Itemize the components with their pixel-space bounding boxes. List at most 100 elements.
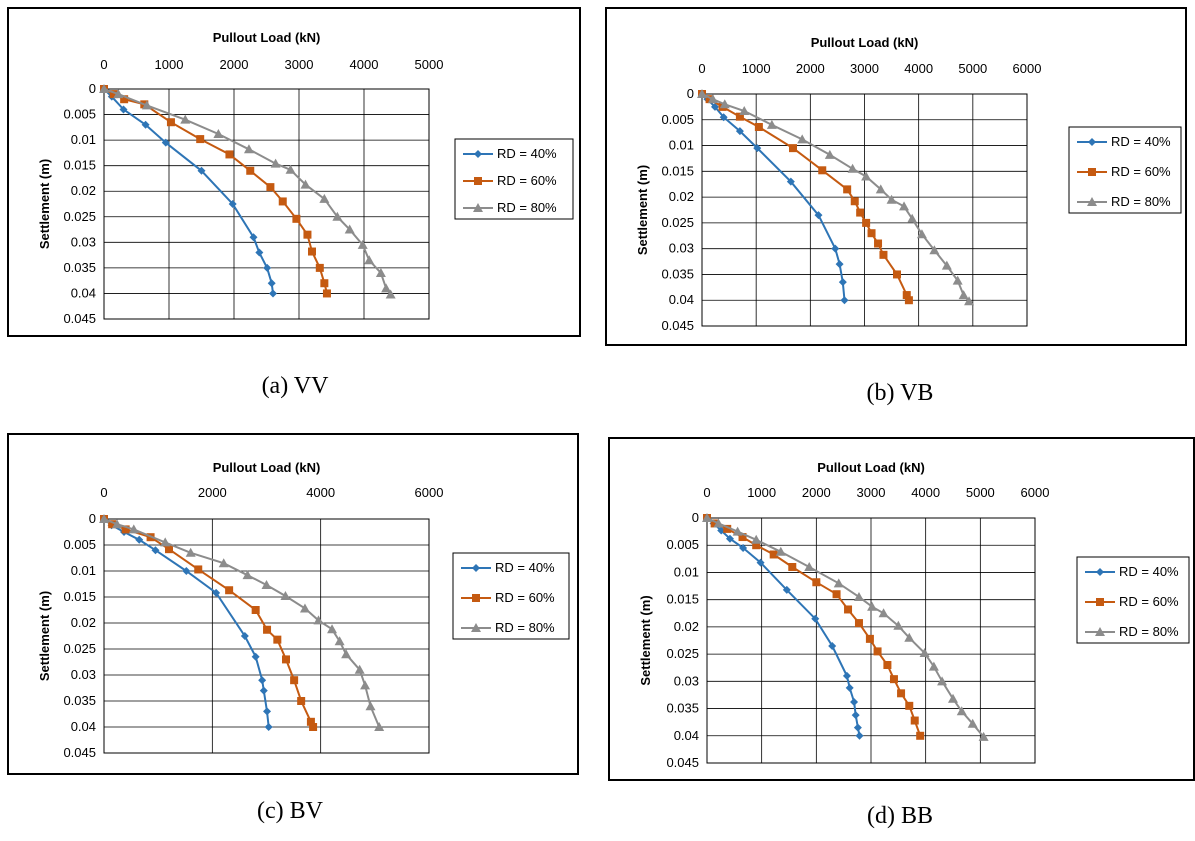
data-point xyxy=(259,686,268,695)
data-point xyxy=(788,563,797,571)
data-point xyxy=(297,697,306,705)
data-point xyxy=(753,144,762,153)
x-tick-label: 5000 xyxy=(966,485,995,500)
data-point xyxy=(705,95,714,104)
data-point xyxy=(735,127,744,136)
y-axis-title: Settlement (m) xyxy=(37,159,52,249)
data-point xyxy=(306,717,315,726)
data-point xyxy=(916,731,925,740)
data-point xyxy=(108,520,117,529)
data-point xyxy=(270,158,281,168)
data-point xyxy=(929,245,940,255)
data-point xyxy=(327,624,338,634)
data-point xyxy=(309,723,318,731)
legend-marker xyxy=(473,203,483,212)
data-point xyxy=(719,99,730,109)
data-point xyxy=(375,268,386,277)
data-point xyxy=(282,655,290,664)
y-tick-label: 0.01 xyxy=(71,132,96,147)
y-tick-label: 0.015 xyxy=(63,589,96,604)
legend-marker xyxy=(1087,197,1097,206)
data-point xyxy=(160,537,171,547)
data-point xyxy=(360,680,371,690)
y-tick-label: 0.035 xyxy=(666,701,699,716)
legend-marker xyxy=(472,594,480,602)
data-point xyxy=(308,247,316,256)
data-point xyxy=(292,214,301,223)
data-point xyxy=(280,590,291,600)
legend-marker xyxy=(1096,568,1104,576)
y-tick-label: 0.02 xyxy=(71,615,96,630)
data-point xyxy=(739,106,750,116)
x-tick-label: 5000 xyxy=(415,57,444,72)
data-point xyxy=(843,185,852,194)
data-point xyxy=(907,213,918,223)
x-tick-label: 2000 xyxy=(198,485,227,500)
data-point xyxy=(710,519,719,528)
x-tick-label: 2000 xyxy=(220,57,249,72)
y-tick-label: 0.015 xyxy=(661,163,694,178)
data-point xyxy=(893,620,904,630)
data-point xyxy=(865,634,874,643)
legend-label: RD = 40% xyxy=(1111,134,1171,149)
x-tick-label: 4000 xyxy=(306,485,335,500)
data-point xyxy=(861,171,872,181)
data-point xyxy=(828,641,837,650)
y-tick-label: 0.005 xyxy=(666,537,699,552)
data-point xyxy=(956,706,967,716)
data-point xyxy=(756,558,765,567)
legend-marker xyxy=(1096,598,1104,606)
data-point xyxy=(165,545,173,554)
data-point xyxy=(264,723,273,731)
legend-box xyxy=(1076,556,1190,644)
data-point xyxy=(303,230,312,239)
legend-marker xyxy=(1088,168,1096,176)
data-point xyxy=(824,149,835,159)
data-point xyxy=(263,625,272,634)
legend-marker xyxy=(472,564,480,572)
y-tick-label: 0.025 xyxy=(661,215,694,230)
data-point xyxy=(121,525,130,534)
x-tick-label: 4000 xyxy=(911,485,940,500)
y-tick-label: 0.01 xyxy=(71,563,96,578)
data-point xyxy=(804,562,815,571)
y-tick-label: 0.025 xyxy=(63,209,96,224)
data-point xyxy=(242,570,253,580)
legend-label: RD = 80% xyxy=(1111,194,1171,209)
data-point xyxy=(697,89,707,98)
data-point xyxy=(905,701,914,710)
y-tick-label: 0 xyxy=(89,511,96,526)
data-point xyxy=(818,166,827,175)
data-point xyxy=(240,632,249,640)
data-point xyxy=(112,519,122,529)
data-point xyxy=(313,615,324,625)
data-point xyxy=(878,608,889,618)
chart-b-svg: 0 0.005 0.01 0.015 0.02 0.025 0.03 0.035 0.04 0.0… xyxy=(635,35,1182,333)
data-point xyxy=(833,578,844,588)
y-tick-label: 0.04 xyxy=(669,292,694,307)
x-tick-label: 1000 xyxy=(155,57,184,72)
data-point xyxy=(299,603,310,613)
data-point xyxy=(255,248,264,257)
data-point xyxy=(151,546,160,555)
series-3 xyxy=(702,513,989,741)
x-tick-label: 0 xyxy=(698,61,705,76)
legend-label: RD = 80% xyxy=(1119,624,1179,639)
data-point xyxy=(754,122,763,131)
data-point xyxy=(897,689,906,698)
legend-label: RD = 60% xyxy=(1111,164,1171,179)
data-point xyxy=(867,601,878,611)
data-point xyxy=(775,546,786,556)
data-point xyxy=(166,118,175,127)
y-tick-label: 0.005 xyxy=(63,107,96,122)
data-point xyxy=(354,664,365,674)
data-point xyxy=(258,676,267,685)
data-point xyxy=(120,95,129,104)
data-point xyxy=(811,614,820,623)
data-point xyxy=(381,283,392,293)
y-tick-label: 0.015 xyxy=(63,158,96,173)
data-point xyxy=(109,90,118,99)
data-point xyxy=(889,675,898,684)
plot-area xyxy=(103,88,430,320)
data-point xyxy=(719,113,728,122)
